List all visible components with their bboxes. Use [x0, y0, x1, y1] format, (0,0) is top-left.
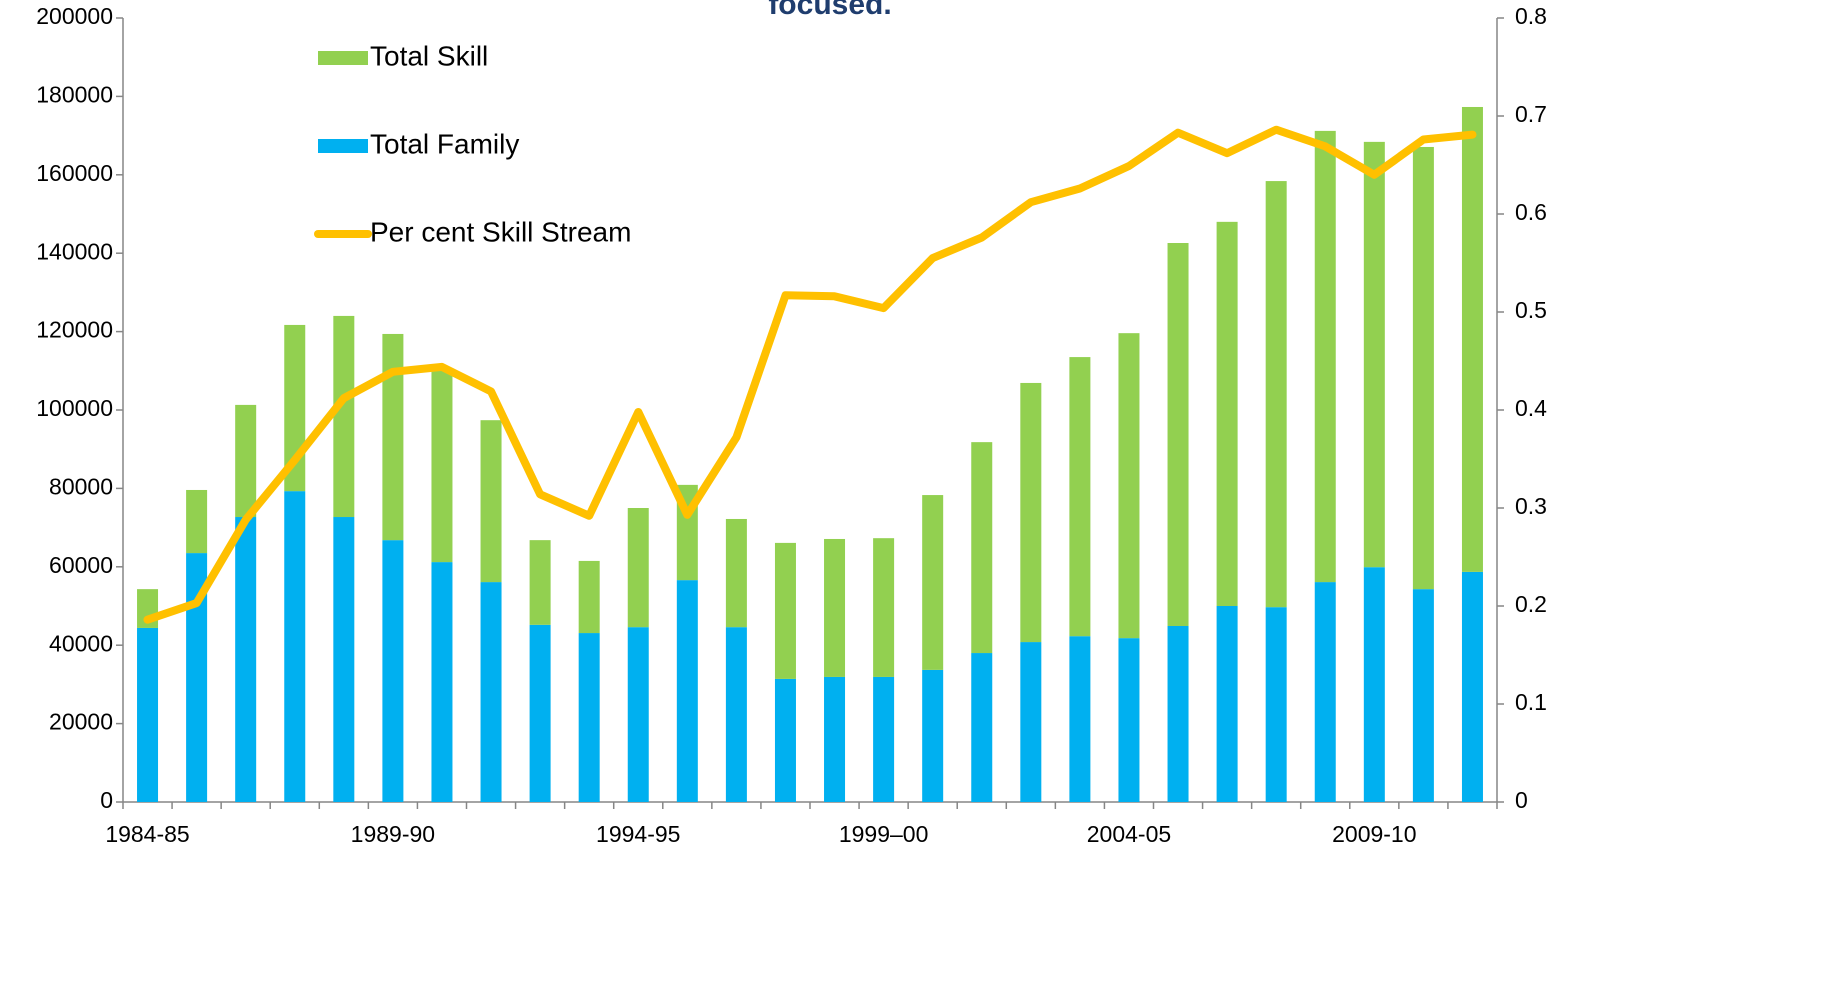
bar — [1216, 221, 1238, 606]
bar — [382, 333, 404, 541]
y2-tick-label: 0.6 — [1515, 199, 1547, 225]
x-tick-label: 1994-95 — [596, 821, 680, 847]
y2-tick-label: 0.7 — [1515, 101, 1547, 127]
y-tick-label: 40000 — [49, 630, 113, 656]
bar — [1020, 382, 1042, 643]
y-tick-label: 180000 — [36, 81, 113, 107]
bar — [235, 517, 257, 802]
bar — [137, 627, 159, 802]
y2-tick-label: 0.8 — [1515, 3, 1547, 29]
legend-label: Total Family — [370, 128, 519, 159]
bar — [873, 676, 895, 802]
bar — [284, 491, 306, 802]
bar — [1118, 638, 1140, 802]
bar — [824, 676, 846, 802]
y-tick-label: 160000 — [36, 160, 113, 186]
y2-tick-label: 0.2 — [1515, 591, 1547, 617]
y-tick-label: 0 — [100, 787, 113, 813]
line — [143, 125, 1477, 624]
bar — [1461, 106, 1483, 572]
legend-label: Per cent Skill Stream — [370, 216, 631, 247]
y2-tick-label: 0.5 — [1515, 297, 1547, 323]
y-tick-label: 200000 — [36, 3, 113, 29]
legend-swatch — [318, 139, 368, 153]
bar — [1118, 333, 1140, 639]
bar — [1265, 181, 1287, 608]
bar — [529, 624, 551, 802]
y-tick-label: 60000 — [49, 552, 113, 578]
y-tick-label: 80000 — [49, 473, 113, 499]
bar — [1167, 243, 1189, 626]
bar — [774, 678, 796, 802]
bar — [725, 627, 747, 802]
bar — [431, 562, 453, 802]
x-tick-label: 1999–00 — [839, 821, 929, 847]
x-tick-label: 2009-10 — [1332, 821, 1416, 847]
bar — [333, 517, 355, 802]
bar — [431, 370, 453, 563]
bar — [676, 580, 698, 802]
y-tick-label: 100000 — [36, 395, 113, 421]
bar — [578, 633, 600, 802]
bar — [1363, 141, 1385, 568]
bar — [1363, 567, 1385, 802]
legend-swatch — [318, 51, 368, 65]
bar — [1412, 589, 1434, 802]
bar — [824, 538, 846, 677]
bar — [480, 582, 502, 802]
y2-tick-label: 0 — [1515, 787, 1528, 813]
bar — [922, 495, 944, 670]
x-tick-label: 1984-85 — [105, 821, 189, 847]
bar — [1314, 582, 1336, 802]
bar — [333, 315, 355, 518]
bar — [922, 669, 944, 802]
bar — [1216, 606, 1238, 802]
bar — [578, 560, 600, 634]
bar — [1265, 607, 1287, 802]
bar — [186, 489, 208, 554]
bar — [382, 540, 404, 802]
legend-label: Total Skill — [370, 40, 488, 71]
y2-tick-label: 0.1 — [1515, 689, 1547, 715]
y-tick-label: 140000 — [36, 238, 113, 264]
x-tick-label: 1989-90 — [351, 821, 435, 847]
bar — [627, 508, 649, 628]
bar — [1314, 130, 1336, 583]
bar — [971, 653, 993, 802]
bar — [1069, 636, 1091, 802]
bar — [774, 542, 796, 679]
y2-tick-label: 0.3 — [1515, 493, 1547, 519]
bar — [971, 442, 993, 654]
y-tick-label: 120000 — [36, 317, 113, 343]
y2-tick-label: 0.4 — [1515, 395, 1547, 421]
x-tick-label: 2004-05 — [1087, 821, 1171, 847]
bar — [235, 404, 257, 518]
bar — [529, 540, 551, 625]
bar — [1461, 571, 1483, 802]
bar — [627, 627, 649, 802]
bar — [725, 518, 747, 628]
bar — [873, 538, 895, 677]
bar — [1069, 357, 1091, 637]
bar — [1167, 625, 1189, 802]
bar — [186, 553, 208, 802]
bar — [1412, 146, 1434, 590]
bar — [480, 420, 502, 583]
bar — [1020, 642, 1042, 802]
y-tick-label: 20000 — [49, 709, 113, 735]
chart-title: focused. — [768, 0, 891, 21]
